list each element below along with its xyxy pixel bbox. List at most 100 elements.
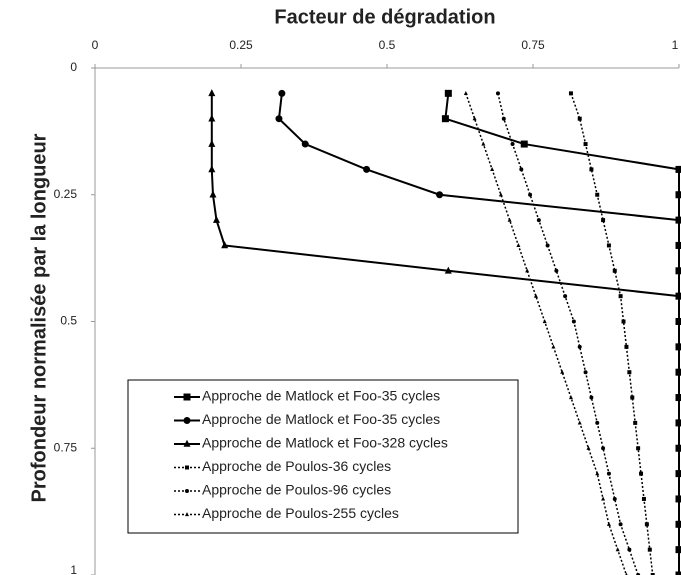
data-point [444,266,452,274]
data-point [675,545,681,553]
data-point [601,446,606,451]
data-point [212,215,220,223]
legend-marker [185,489,189,493]
y-tick-label: 0.5 [60,314,77,328]
data-point [676,570,681,575]
data-point [525,268,530,273]
data-point [601,218,606,223]
y-tick-label: 0 [70,60,77,74]
data-point [606,471,611,476]
x-tick-label: 0.25 [229,38,253,52]
data-point [545,243,550,248]
data-point [507,217,512,222]
data-point [612,496,617,501]
data-point [363,165,371,173]
data-point [601,496,606,501]
data-point [675,342,681,350]
data-point [644,522,649,527]
data-point [675,165,681,173]
data-point [542,319,547,324]
data-point [621,319,626,324]
data-point [528,192,533,197]
legend-marker [183,439,191,447]
data-point [495,91,500,96]
data-point [498,192,503,197]
data-point [675,368,681,375]
data-point [675,418,681,426]
data-point [636,446,641,451]
data-point [675,444,681,452]
data-point [618,522,623,527]
data-point [583,142,588,147]
data-point [536,218,541,223]
data-point [551,344,556,349]
data-point [444,89,452,97]
data-point [675,393,681,401]
data-point [675,317,681,325]
data-point [208,89,216,97]
data-point [675,494,681,502]
legend-marker [185,465,189,470]
y-tick-label: 0.75 [54,440,78,454]
data-point [627,547,632,552]
legend-label: Approche de Matlock et Foo-328 cycles [202,435,448,451]
data-point [208,165,216,173]
data-point [624,344,629,349]
data-point [630,395,635,400]
data-point [520,140,528,148]
x-tick-label: 1 [672,38,679,52]
data-point [618,294,623,299]
data-point [675,216,681,224]
data-point [606,243,611,248]
data-point [589,395,594,400]
data-point [595,471,600,476]
data-point [577,420,582,425]
data-point [463,90,468,95]
data-point [436,191,444,199]
data-point [571,319,576,324]
data-point [627,370,632,375]
data-point [560,369,565,374]
data-point [577,344,582,349]
data-point [675,520,681,528]
data-point [441,115,449,123]
series-line [465,93,628,575]
data-point [639,471,644,476]
data-point [554,268,559,273]
legend-label: Approche de Poulos-96 cycles [202,482,391,498]
data-point [633,420,638,425]
data-point [650,573,655,575]
data-point [533,293,538,298]
x-tick-label: 0.75 [521,38,545,52]
data-point [583,370,588,375]
data-point [675,191,681,199]
data-point [490,167,495,171]
data-point [221,241,229,249]
data-point [641,496,646,501]
data-point [516,243,521,248]
data-point [519,167,524,172]
data-point [675,241,681,249]
y-tick-label: 0.25 [54,187,78,201]
legend-marker [185,512,189,517]
legend-marker [183,393,191,401]
data-point [625,572,628,575]
data-point [275,115,283,123]
y-tick-label: 1 [70,563,77,575]
data-point [301,140,309,148]
data-point [675,267,681,275]
legend-label: Approche de Matlock et Foo-35 cycles [202,388,440,404]
legend-box [127,379,519,534]
series-line [210,93,680,575]
data-point [612,268,617,273]
y-axis-title: Profondeur normalisée par la longueur [28,133,50,502]
data-point [563,294,568,299]
data-point [568,395,573,400]
x-tick-label: 0.5 [379,38,396,52]
data-point [675,469,681,477]
data-point [577,116,582,121]
data-point [208,114,216,122]
data-point [510,142,515,147]
legend-label: Approche de Poulos-255 cycles [202,505,399,521]
